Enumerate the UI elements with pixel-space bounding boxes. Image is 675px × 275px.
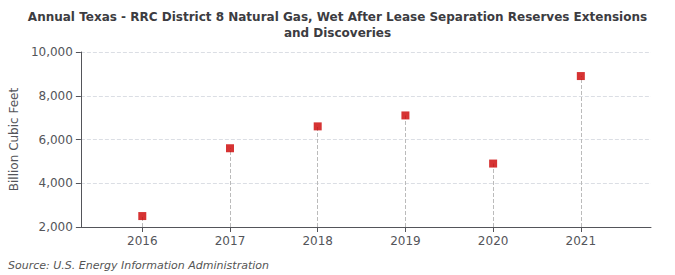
svg-text:2017: 2017 xyxy=(215,234,246,248)
svg-text:2018: 2018 xyxy=(302,234,333,248)
svg-text:10,000: 10,000 xyxy=(31,45,73,59)
svg-text:2016: 2016 xyxy=(127,234,158,248)
svg-text:Annual Texas - RRC District 8: Annual Texas - RRC District 8 Natural Ga… xyxy=(28,10,647,24)
svg-text:2,000: 2,000 xyxy=(39,220,73,234)
svg-text:Source: U.S. Energy Informatio: Source: U.S. Energy Information Administ… xyxy=(8,259,269,272)
svg-text:and Discoveries: and Discoveries xyxy=(284,26,391,40)
svg-text:2021: 2021 xyxy=(566,234,597,248)
svg-text:4,000: 4,000 xyxy=(39,176,73,190)
svg-text:2019: 2019 xyxy=(390,234,421,248)
svg-text:2020: 2020 xyxy=(478,234,509,248)
svg-text:6,000: 6,000 xyxy=(39,133,73,147)
svg-text:8,000: 8,000 xyxy=(39,89,73,103)
svg-text:Billion Cubic Feet: Billion Cubic Feet xyxy=(7,88,21,192)
